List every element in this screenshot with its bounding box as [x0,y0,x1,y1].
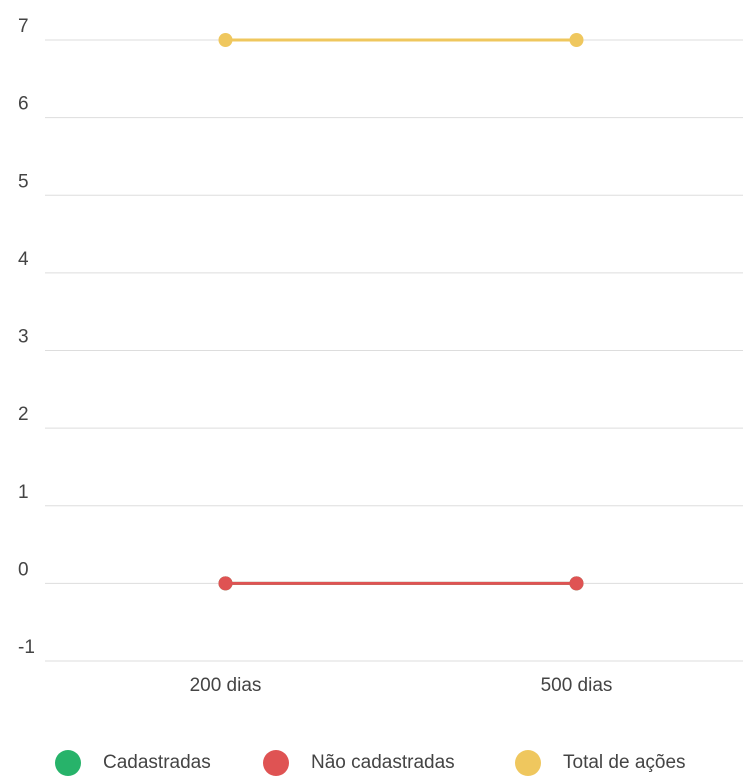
data-point [569,33,584,47]
data-point [218,576,233,591]
y-tick-label: -1 [18,637,35,658]
y-tick-label: 3 [18,327,29,348]
legend-swatch [515,750,541,776]
y-tick-label: 5 [18,171,29,192]
legend-swatch [263,750,289,776]
y-tick-label: 6 [18,94,29,115]
y-tick-label: 7 [18,16,29,37]
x-tick-label: 500 dias [541,675,613,696]
data-point [569,576,584,591]
y-tick-label: 0 [18,559,29,580]
y-tick-label: 1 [18,482,29,503]
data-point [218,33,233,47]
legend-label: Total de ações [563,752,686,773]
x-tick-label: 200 dias [190,675,262,696]
y-tick-label: 4 [18,249,29,270]
y-tick-label: 2 [18,404,29,425]
legend-label: Não cadastradas [311,752,455,773]
legend-label: Cadastradas [103,752,211,773]
legend-swatch [55,750,81,776]
